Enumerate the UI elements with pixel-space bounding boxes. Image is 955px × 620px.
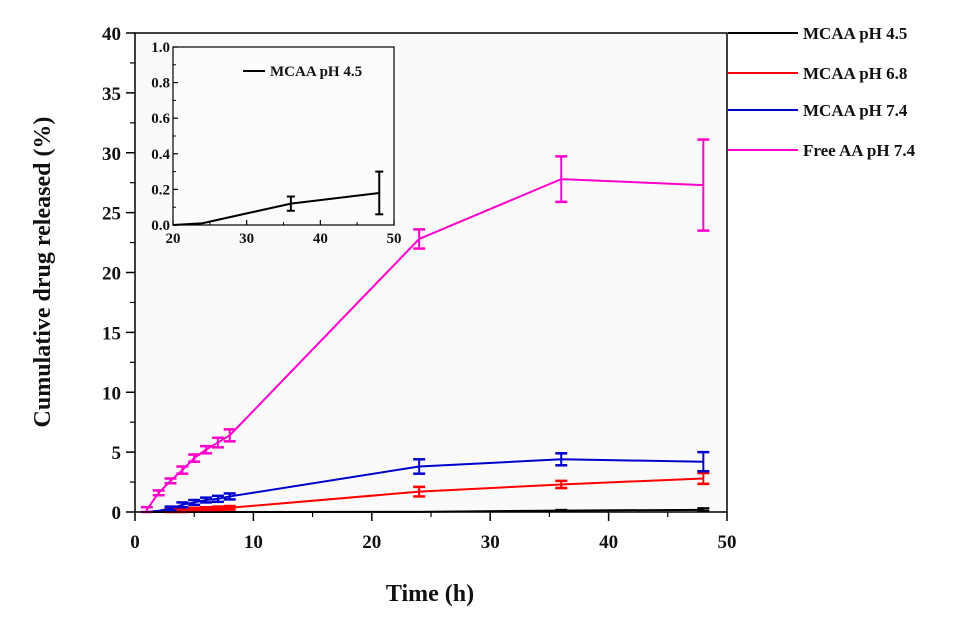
inset-chart: 20 30 40 50 0.0 0.2 0.4 0.6 0.8 1.0 MCAA pH 4.5 — [151, 40, 401, 247]
error-bar — [555, 155, 568, 204]
y-tick-label: 5 — [112, 443, 122, 464]
inset-error-bar — [375, 170, 384, 216]
legend-item: MCAA pH 4.5 — [728, 24, 907, 43]
error-bar — [200, 496, 213, 504]
inset-y-tick-label: 0.2 — [151, 182, 170, 198]
inset-x-tick-label: 20 — [166, 231, 181, 247]
x-tick-label: 30 — [481, 532, 500, 553]
y-tick-label: 20 — [102, 264, 121, 285]
legend-label: Free AA pH 7.4 — [803, 141, 916, 160]
inset-series-line — [172, 191, 380, 226]
inset-y-tick-label: 0.6 — [151, 111, 170, 127]
y-tick-label: 15 — [102, 323, 121, 344]
x-tick-label: 20 — [362, 532, 381, 553]
inset-x-tick-label: 50 — [387, 231, 402, 247]
error-bar — [697, 450, 710, 473]
legend-item: Free AA pH 7.4 — [728, 141, 916, 160]
error-bar — [152, 489, 165, 497]
y-tick-label: 25 — [102, 204, 121, 225]
x-tick-label: 0 — [130, 532, 140, 553]
inset-legend: MCAA pH 4.5 — [243, 64, 362, 80]
y-tick-label: 40 — [102, 24, 121, 45]
error-bar — [223, 504, 236, 511]
error-bar — [555, 479, 568, 490]
error-bar — [211, 494, 224, 504]
error-bar — [413, 458, 426, 475]
error-bar — [164, 477, 177, 485]
y-tick-label: 30 — [102, 144, 121, 165]
y-tick-label: 10 — [102, 383, 121, 404]
inset-y-tick-label: 0.8 — [151, 76, 170, 92]
error-bar — [211, 505, 224, 512]
legend-item: MCAA pH 7.4 — [728, 101, 908, 120]
inset-y-tick-label: 0.0 — [151, 218, 170, 234]
error-bar — [164, 505, 177, 512]
error-bar — [176, 465, 189, 475]
y-tick-label: 0 — [112, 503, 122, 524]
legend-label: MCAA pH 4.5 — [803, 24, 907, 43]
series-mcaa-ph-7-4 — [146, 450, 710, 513]
inset-y-tick-label: 1.0 — [151, 40, 170, 56]
error-bar — [200, 505, 213, 513]
error-bar — [223, 428, 236, 443]
x-axis-label: Time (h) — [386, 581, 474, 607]
error-bar — [223, 492, 236, 501]
inset-legend-label: MCAA pH 4.5 — [270, 64, 362, 80]
error-bar — [188, 453, 201, 463]
error-bar — [697, 138, 710, 232]
error-bar — [413, 485, 426, 498]
inset-y-tick-label: 0.4 — [151, 147, 170, 163]
inset-x-tick-label: 40 — [313, 231, 328, 247]
x-tick-label: 50 — [718, 532, 737, 553]
error-bar — [413, 228, 426, 250]
y-axis-label: Cumulative drug released (%) — [30, 117, 56, 428]
x-tick-label: 40 — [599, 532, 618, 553]
legend-label: MCAA pH 7.4 — [803, 101, 908, 120]
error-bar — [200, 444, 213, 455]
error-bar — [176, 501, 189, 509]
inset-layer: 20 30 40 50 0.0 0.2 0.4 0.6 0.8 1.0 MCAA pH 4.5 — [151, 40, 401, 247]
legend-label: MCAA pH 6.8 — [803, 64, 907, 83]
error-bar — [697, 471, 710, 486]
inset-error-bar — [286, 195, 295, 212]
error-bar — [555, 452, 568, 467]
legend: MCAA pH 4.5 MCAA pH 6.8 MCAA pH 7.4 Free AA… — [728, 24, 916, 160]
x-tick-label: 10 — [244, 532, 263, 553]
y-tick-label: 35 — [102, 84, 121, 105]
series-free-aa-ph-7-4 — [140, 138, 710, 514]
error-bar — [211, 436, 224, 449]
legend-item: MCAA pH 6.8 — [728, 64, 907, 83]
axes-layer: 0 10 20 30 40 50 0 5 10 15 20 25 30 35 40 — [102, 24, 737, 553]
error-bar — [188, 498, 201, 507]
error-bar — [555, 508, 568, 513]
inset-x-tick-label: 30 — [239, 231, 254, 247]
